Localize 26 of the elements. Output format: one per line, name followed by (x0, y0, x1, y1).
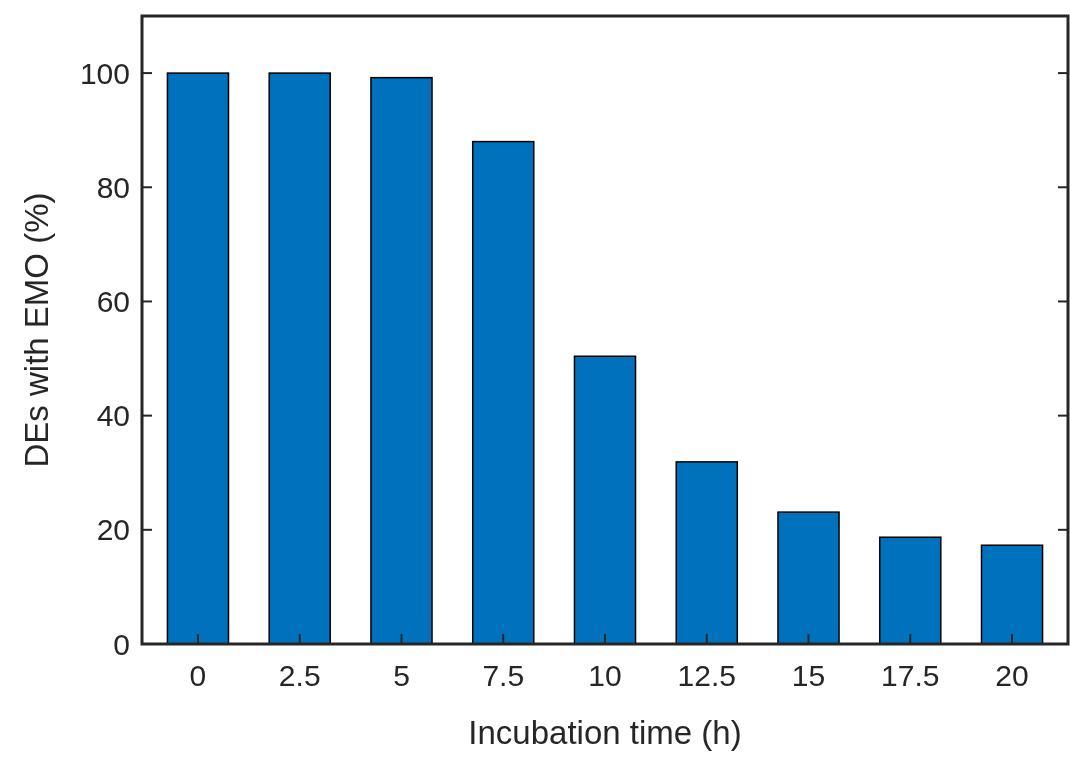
y-tick-label: 100 (79, 56, 130, 90)
x-tick-label: 5 (393, 659, 410, 692)
bar (879, 536, 942, 645)
x-tick-label: 20 (995, 659, 1029, 692)
x-tick-label: 12.5 (677, 659, 736, 692)
x-tick-label: 7.5 (482, 659, 525, 692)
bar (980, 544, 1044, 645)
bar (573, 355, 637, 645)
x-tick-label: 2.5 (278, 659, 321, 692)
y-axis-title: DEs with EMO (%) (18, 192, 55, 468)
y-tick-label: 80 (96, 170, 130, 204)
x-tick-label: 15 (791, 659, 826, 692)
bar (166, 72, 230, 645)
bar (675, 461, 739, 645)
x-tick-label: 10 (588, 659, 622, 692)
x-tick-label: 0 (189, 659, 207, 692)
y-tick-label: 0 (113, 627, 130, 661)
bar (370, 76, 433, 645)
y-tick-label: 20 (96, 513, 130, 547)
bar (777, 511, 840, 645)
x-axis-title: Incubation time (h) (468, 714, 742, 751)
bar (471, 140, 535, 645)
bar (268, 72, 331, 645)
y-tick-label: 60 (96, 284, 130, 318)
x-tick-label: 17.5 (881, 659, 940, 692)
y-tick-label: 40 (96, 399, 130, 433)
